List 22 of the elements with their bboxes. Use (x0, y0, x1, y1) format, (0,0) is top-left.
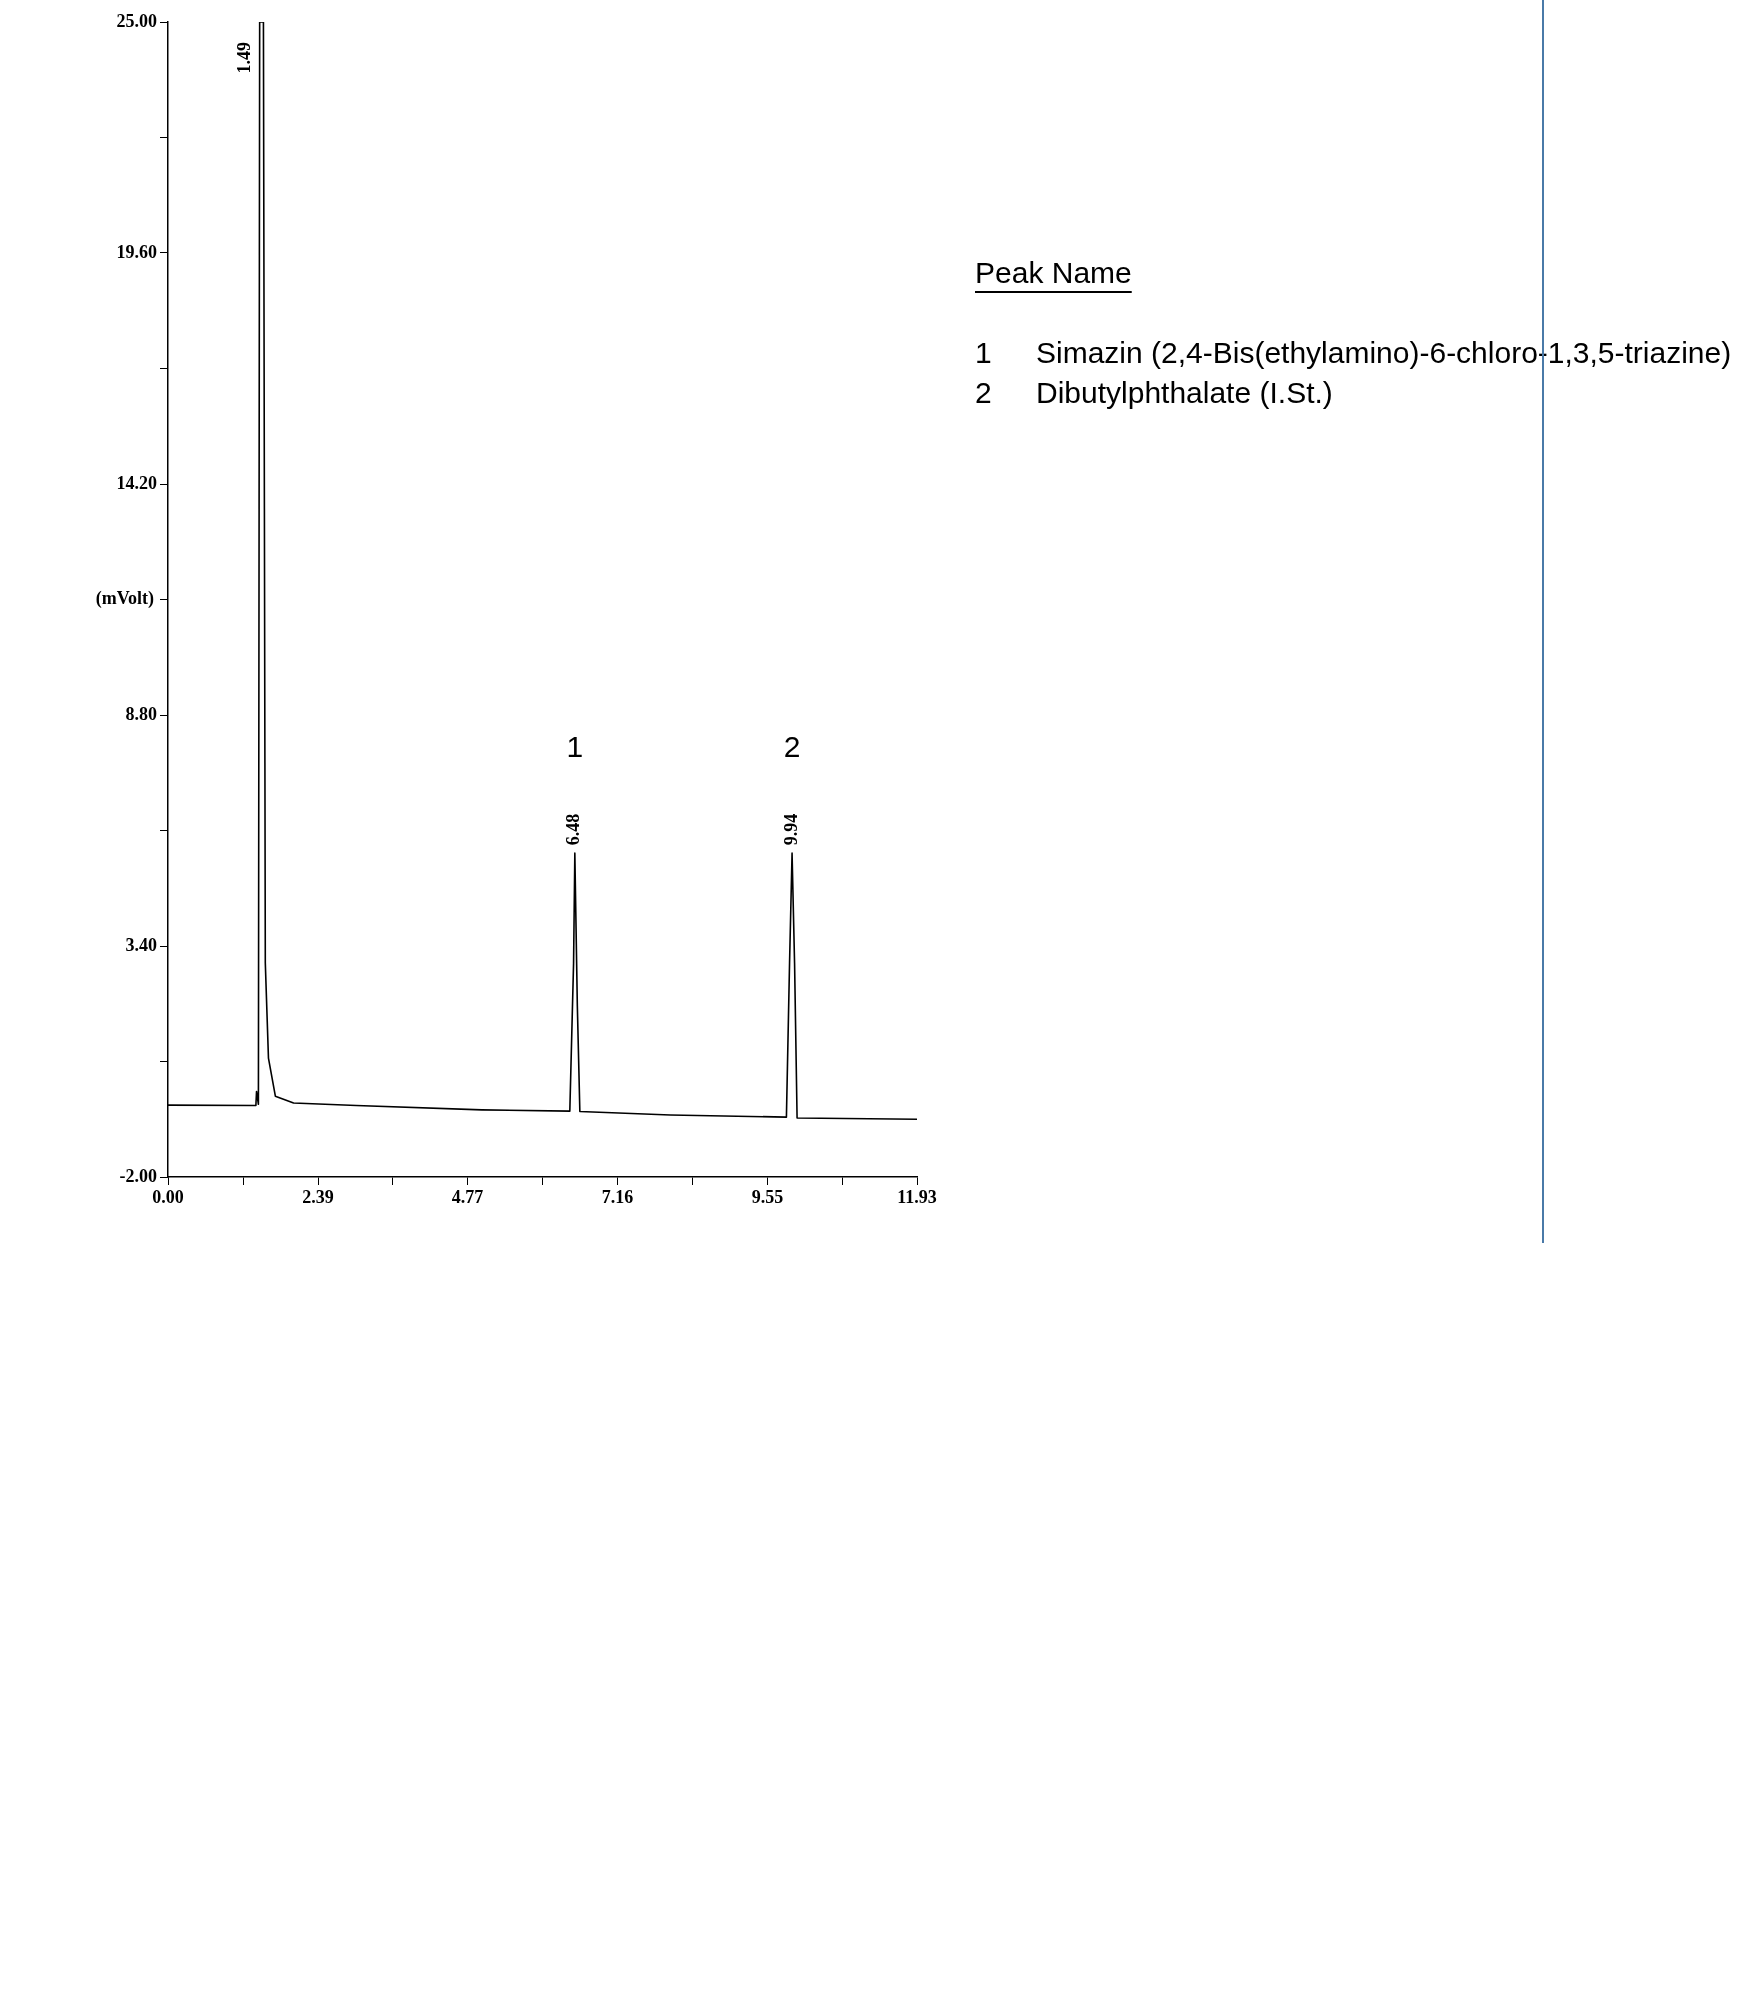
y-tick-label: 14.20 (116, 472, 157, 493)
text: Peak Name (975, 256, 1132, 290)
text: 1 (975, 336, 992, 370)
text: 2 (975, 376, 992, 410)
annotation: 6.48 (563, 813, 584, 846)
text: Dibutylphthalate (I.St.) (1036, 376, 1333, 410)
y-tick-label: 3.40 (125, 934, 157, 955)
y-tick-label: -2.00 (119, 1165, 157, 1186)
annotation: 1 (566, 730, 584, 764)
x-tick-label: 2.39 (302, 1187, 334, 1208)
x-tick-label: 0.00 (152, 1187, 184, 1208)
annotation: 9.94 (780, 813, 801, 846)
y-tick-label: 8.80 (125, 703, 157, 724)
annotation: 1.49 (234, 42, 255, 74)
y-tick-label: 25.00 (116, 10, 157, 31)
annotation: 2 (783, 730, 801, 764)
x-tick-label: 9.55 (751, 1187, 784, 1208)
x-tick-label: 7.16 (601, 1187, 634, 1208)
y-axis-title: (mVolt) (95, 588, 154, 610)
x-tick-label: 11.93 (897, 1187, 937, 1208)
y-tick-label: 19.60 (116, 241, 157, 262)
x-tick-label: 4.77 (451, 1187, 484, 1208)
